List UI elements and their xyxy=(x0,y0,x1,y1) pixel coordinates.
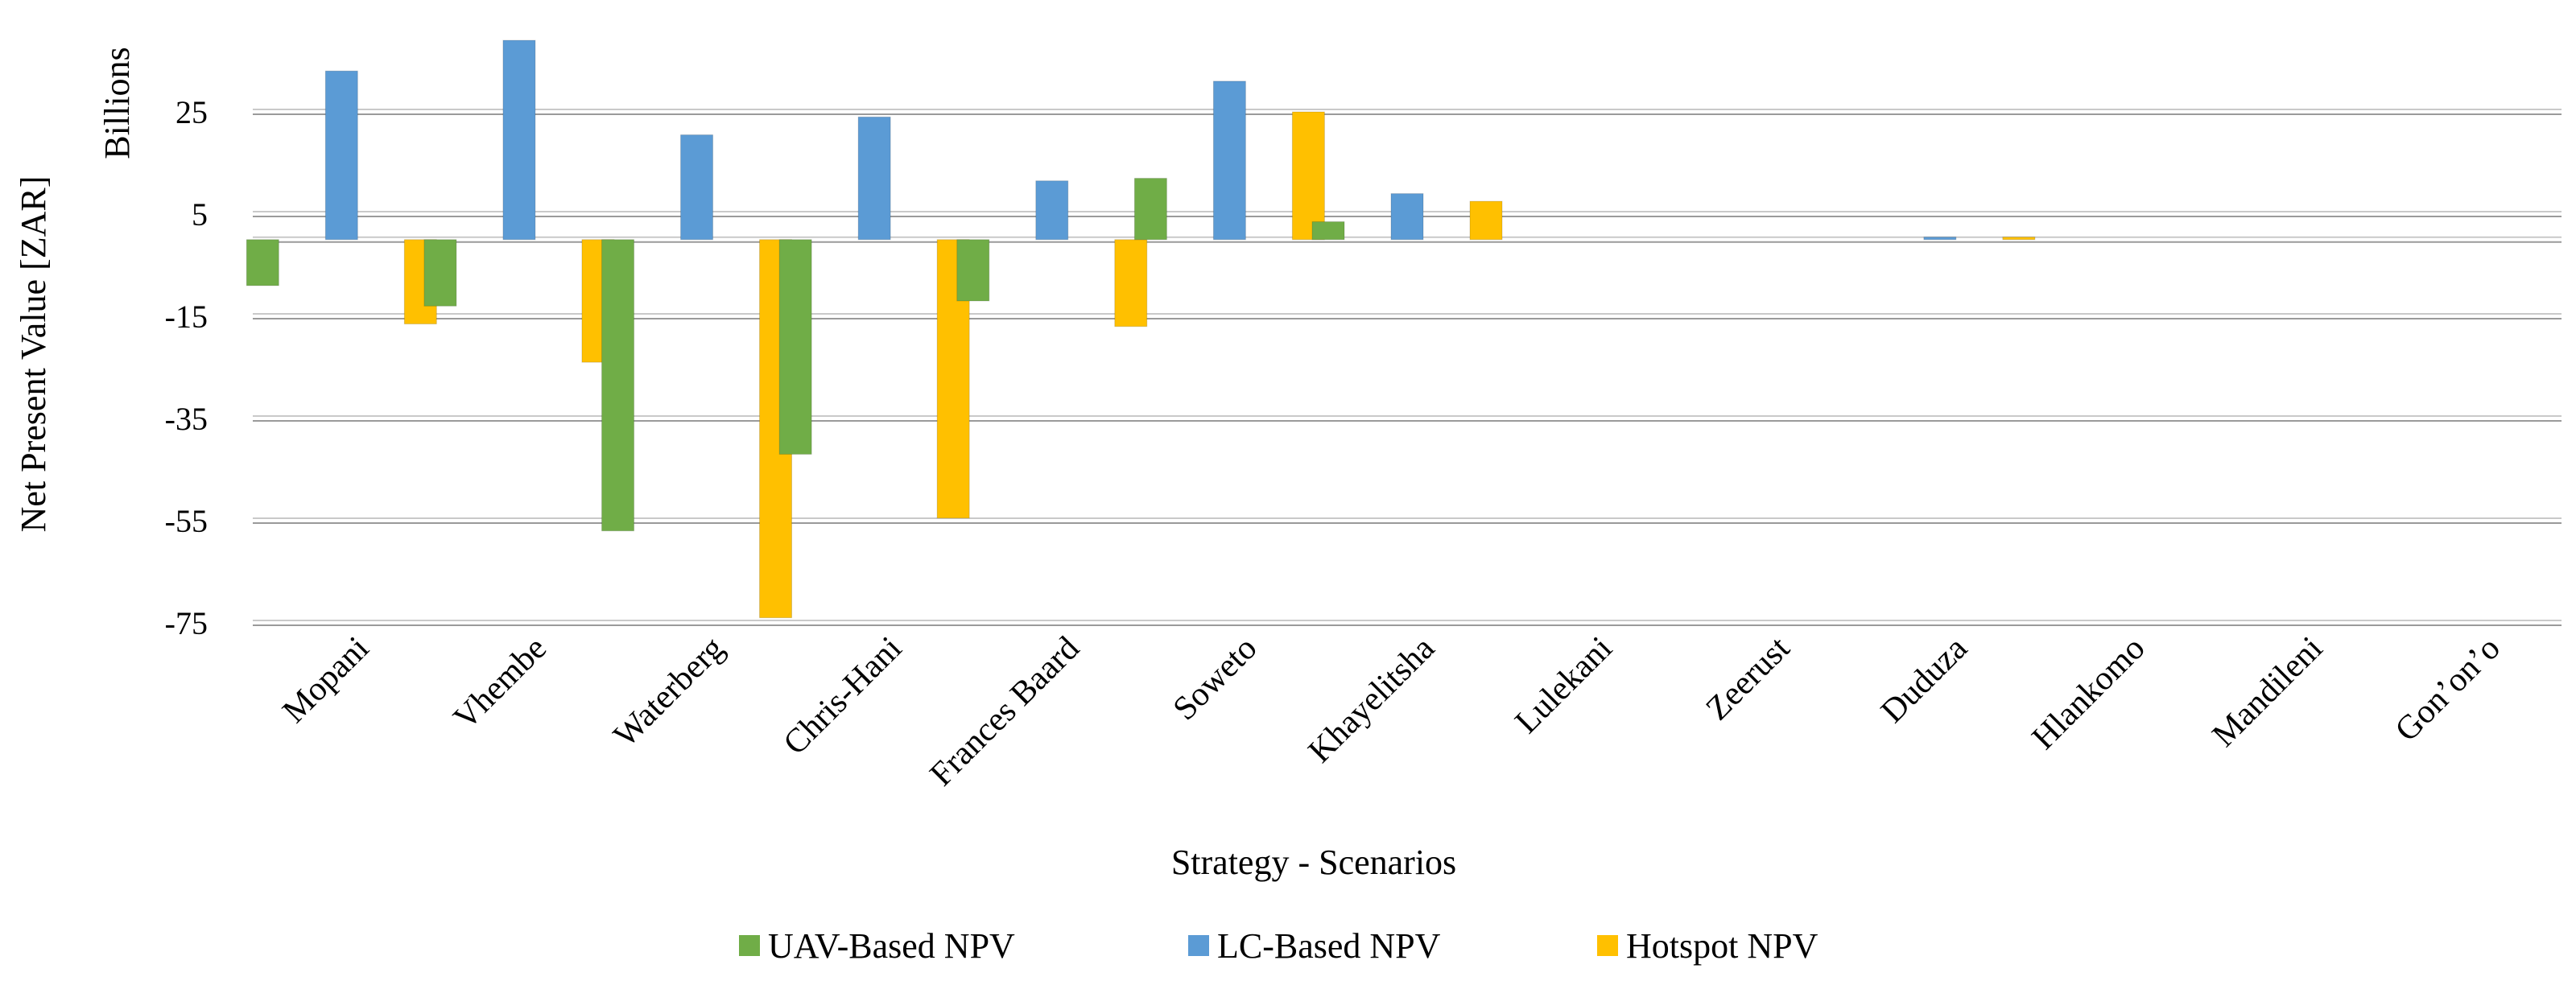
legend-swatch xyxy=(1597,935,1618,956)
y-tick-label: 25 xyxy=(175,94,208,130)
y-tick-label: -35 xyxy=(165,401,208,437)
x-category-label: Gon’on’o xyxy=(2388,630,2508,749)
bar-lc-based-npvduduza xyxy=(1923,237,1957,241)
bar-uav-based-npvsoweto xyxy=(1133,178,1167,241)
gridlines xyxy=(253,109,2562,626)
x-category-label: Vhembe xyxy=(447,630,554,737)
bar-hotspot-npvduduza xyxy=(2002,237,2036,241)
x-category-label: Khayelitsha xyxy=(1302,629,1443,770)
bar-lc-based-npvsoweto xyxy=(1212,80,1246,241)
x-category-label: Soweto xyxy=(1166,630,1265,728)
x-category-label: Zeerust xyxy=(1699,629,1798,727)
x-category-label: Hlankomo xyxy=(2025,630,2153,757)
bar-hotspot-npvfrances-baard xyxy=(1114,239,1148,328)
x-category-label: Mandileni xyxy=(2206,630,2330,755)
y-tick-label: 5 xyxy=(192,196,208,233)
bar-lc-based-npvvhembe xyxy=(502,39,536,241)
legend-label: Hotspot NPV xyxy=(1626,926,1818,966)
y-tick-label: -15 xyxy=(165,299,208,335)
x-category-label: Duduza xyxy=(1874,629,1975,730)
bar-uav-based-npvfrances-baard xyxy=(956,239,990,302)
legend: UAV-Based NPV LC-Based NPV Hotspot NPV xyxy=(739,926,1818,966)
legend-label: UAV-Based NPV xyxy=(768,926,1015,966)
bar-uav-based-npvwaterberg xyxy=(601,239,635,532)
y-tick-label: -55 xyxy=(165,503,208,539)
x-axis-title: Strategy - Scenarios xyxy=(1171,843,1456,882)
bar-uav-based-npvchris-hani xyxy=(778,239,812,455)
x-category-label: Mopani xyxy=(275,630,376,731)
x-axis-category-labels: Mopani Vhembe Waterberg Chris-Hani Frances B… xyxy=(275,629,2507,793)
bars xyxy=(246,39,2036,619)
y-axis-unit-label: Billions xyxy=(97,47,137,159)
x-category-label: Waterberg xyxy=(607,630,732,755)
bar-lc-based-npvmopani xyxy=(324,70,358,241)
bar-uav-based-npvmopani xyxy=(246,239,279,286)
y-tick-label: -75 xyxy=(165,605,208,641)
y-axis-ticks: 25 5 -15 -35 -55 -75 xyxy=(165,94,208,641)
legend-swatch xyxy=(1188,935,1209,956)
x-category-label: Chris-Hani xyxy=(777,630,910,763)
bar-lc-based-npvwaterberg xyxy=(680,134,714,241)
x-category-label: Frances Baard xyxy=(923,630,1087,793)
legend-label: LC-Based NPV xyxy=(1217,926,1441,966)
bar-uav-based-npvvhembe xyxy=(423,239,457,307)
bar-lc-based-npvkhayelitsha xyxy=(1390,193,1424,241)
legend-swatch xyxy=(739,935,760,956)
bar-lc-based-npvchris-hani xyxy=(857,116,891,241)
bar-uav-based-npvkhayelitsha xyxy=(1311,221,1345,241)
y-axis-title: Net Present Value [ZAR] xyxy=(14,176,53,533)
bar-lc-based-npvfrances-baard xyxy=(1035,180,1069,241)
bar-hotspot-npvkhayelitsha xyxy=(1469,200,1503,241)
bar-hotspot-npvsoweto xyxy=(1291,111,1325,241)
x-category-label: Lulekani xyxy=(1509,630,1620,741)
